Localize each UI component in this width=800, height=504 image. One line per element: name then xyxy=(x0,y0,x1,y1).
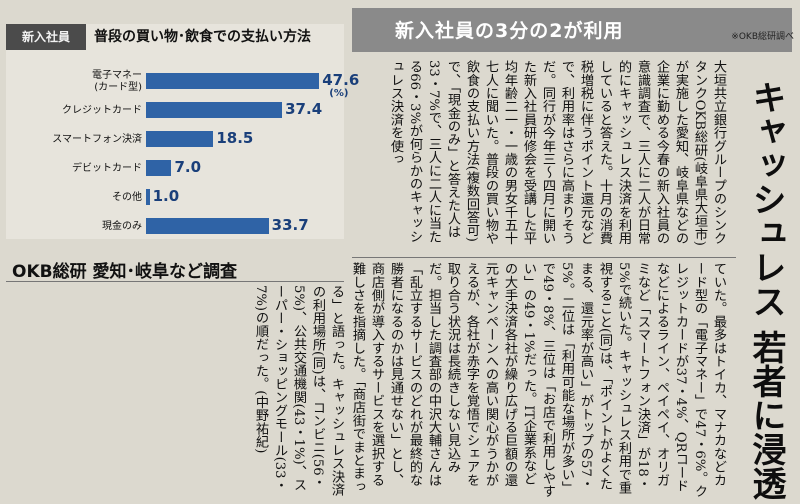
bar xyxy=(146,73,320,89)
sub-headline: OKB総研 愛知･岐阜など調査 xyxy=(12,262,238,282)
bar xyxy=(146,160,172,176)
chart-title: 普段の買い物･飲食での支払い方法 xyxy=(94,29,311,45)
category-label-line: その他 xyxy=(112,192,142,203)
bar xyxy=(146,131,214,147)
bar xyxy=(146,189,150,205)
category-label: スマートフォン決済 xyxy=(0,134,142,146)
chart-header: 新入社員 普段の買い物･飲食での支払い方法 xyxy=(6,24,344,50)
category-label: その他 xyxy=(0,192,142,204)
category-label: クレジットカード xyxy=(0,105,142,117)
value-label: 7.0 xyxy=(174,158,202,176)
headline-banner xyxy=(352,8,792,52)
category-label-line: 電子マネー xyxy=(92,70,142,81)
article-column-1: 大垣共立銀行グループのシンクタンクOKB総研(岐阜県大垣市)が実施した愛知、岐阜… xyxy=(388,60,726,246)
category-label: 電子マネー (カード型) xyxy=(0,70,142,94)
category-label-line: (カード型) xyxy=(94,82,142,93)
bar xyxy=(146,218,269,234)
main-headline: キャッシュレス 若者に浸透 xyxy=(746,80,786,500)
chart-tag: 新入社員 xyxy=(6,24,86,50)
column-divider xyxy=(352,257,736,258)
banner-headline: 新入社員の3分の2が利用 xyxy=(395,20,624,42)
chart-source: ※OKB総研調べ xyxy=(731,32,794,42)
bar xyxy=(146,102,283,118)
value-label: 37.4 xyxy=(285,100,323,118)
category-label-line: デビットカード xyxy=(72,163,142,174)
category-label-line: 現金のみ xyxy=(102,221,142,232)
category-label: デビットカード xyxy=(0,163,142,175)
article-column-2: ていた。最多はトイカ、マナカなどカード型の「電子マネー」で47・6%。クレジット… xyxy=(352,262,726,498)
value-label: 33.7 xyxy=(271,216,309,234)
article-column-3: る」と語った。キャッシュレス決済の利用場所(同)は、コンビニ(56・5%)、公共… xyxy=(253,285,344,497)
column-divider xyxy=(6,281,344,282)
value-label: 47.6 xyxy=(322,71,360,89)
category-label-line: クレジットカード xyxy=(62,105,142,116)
category-label: 現金のみ xyxy=(0,221,142,233)
category-label-line: スマートフォン決済 xyxy=(52,134,142,145)
value-label: 18.5 xyxy=(216,129,254,147)
value-label: 1.0 xyxy=(152,187,180,205)
unit-label: (%) xyxy=(329,88,349,99)
